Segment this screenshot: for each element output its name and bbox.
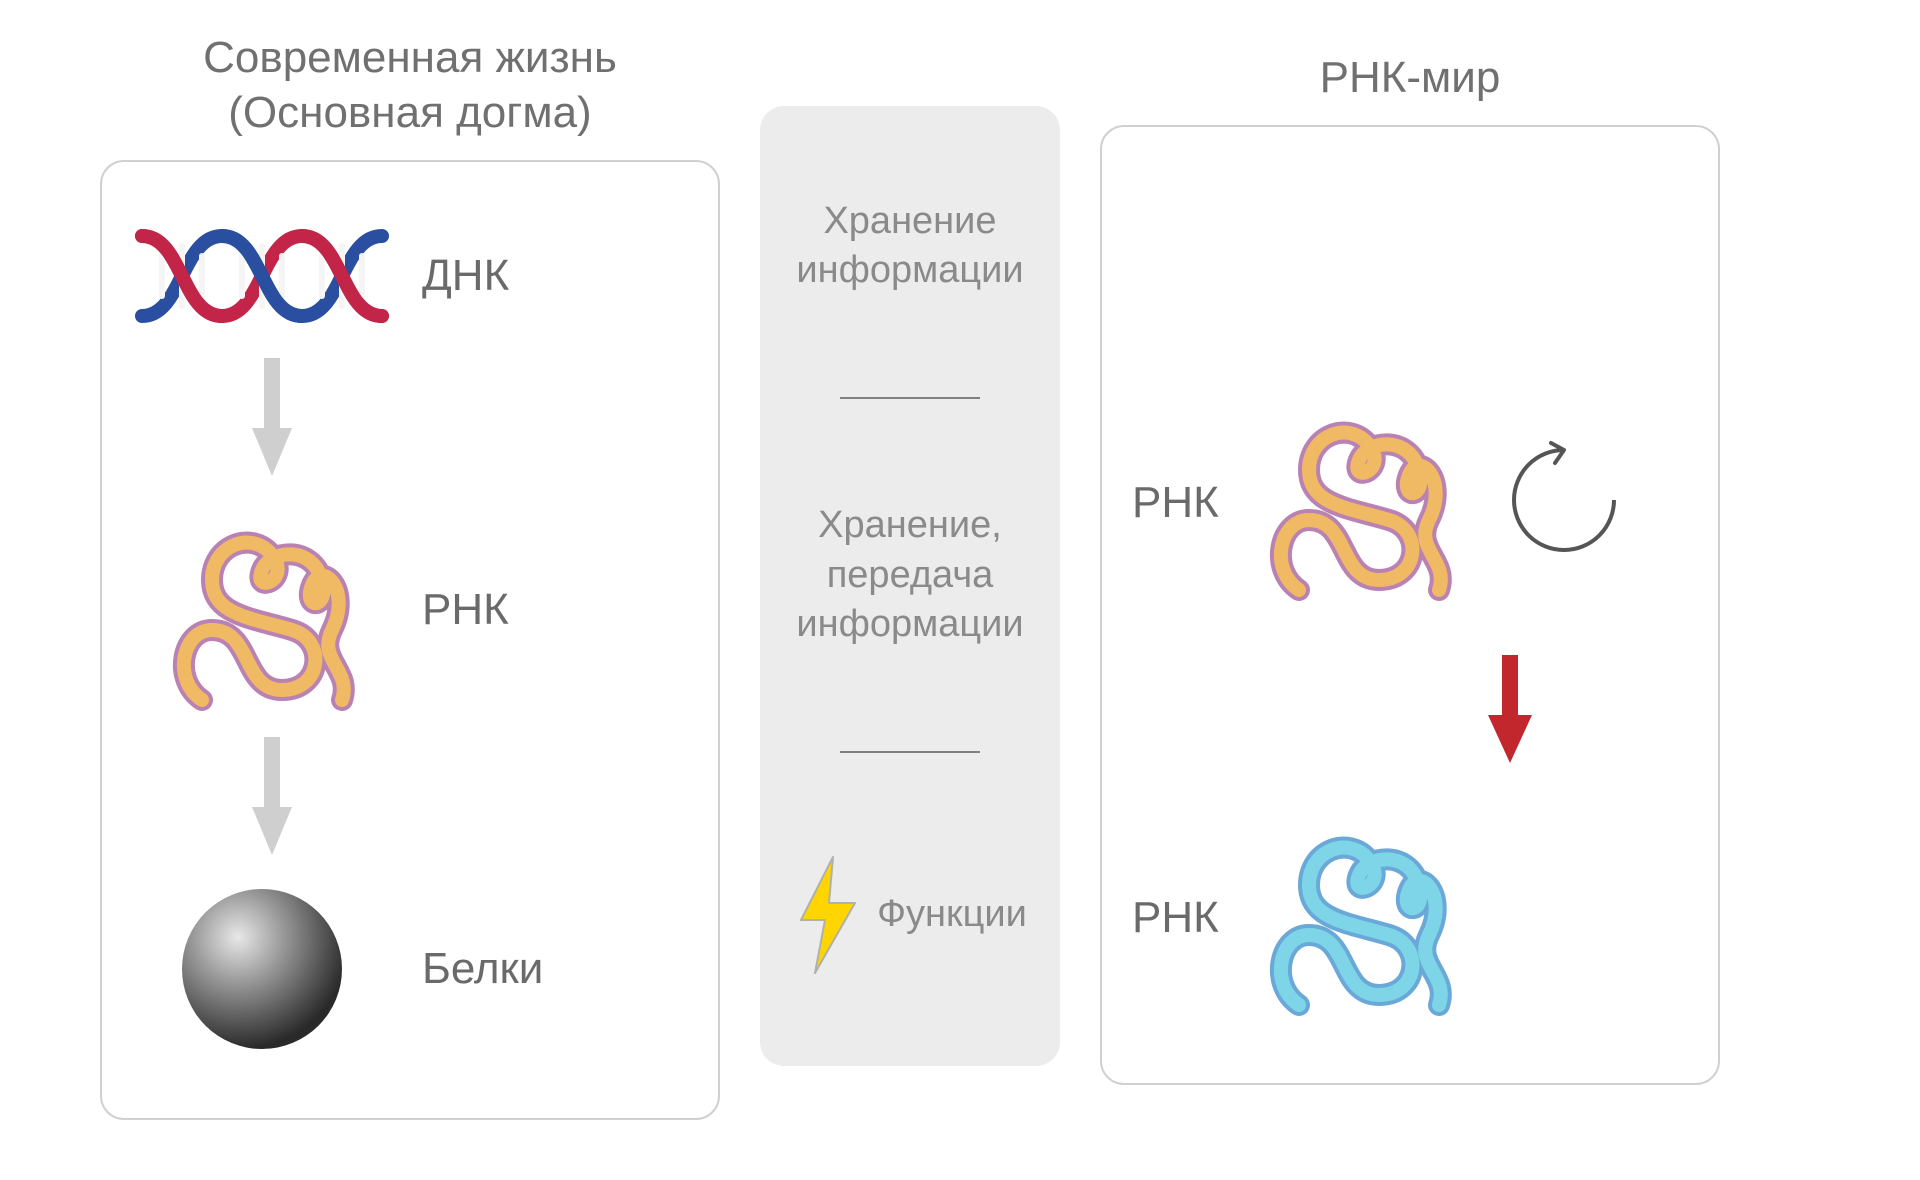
red-arrow [1332,655,1688,765]
center-text-1: Хранение информации [780,197,1040,296]
rna-right-row-2: РНК [1132,805,1688,1030]
center-text-3: Функции [877,890,1027,939]
center-panel: Хранение информации Хранение, передача и… [760,106,1060,1066]
center-row-3: Функции [793,855,1027,975]
left-panel: ДНК РНК [100,160,720,1120]
diagram-container: Современная жизнь (Основная догма) [100,30,1820,1120]
protein-row: Белки [132,879,688,1059]
rna-right-label-2: РНК [1132,893,1219,943]
left-title-line2: (Основная догма) [228,88,591,137]
right-panel: РНК [1100,125,1720,1085]
right-column: РНК-мир РНК [1100,30,1720,1085]
loop-arrow-icon [1499,435,1629,570]
left-title: Современная жизнь (Основная догма) [100,30,720,140]
protein-label: Белки [422,944,543,994]
rna-orange-icon [132,500,392,720]
center-text-2: Хранение, передача информации [780,501,1040,649]
left-column: Современная жизнь (Основная догма) [100,30,720,1120]
rna-row-left: РНК [132,500,688,720]
lightning-icon [793,855,863,975]
dna-icon [132,211,392,341]
protein-icon [132,879,392,1059]
rna-blue-icon [1249,805,1469,1030]
arrow-2 [132,737,688,862]
arrow-1 [132,358,688,483]
divider-2 [840,751,980,753]
rna-orange-icon-right [1249,390,1469,615]
center-column: Хранение информации Хранение, передача и… [760,30,1060,1066]
divider-1 [840,397,980,399]
dna-label: ДНК [422,251,509,301]
rna-right-row-1: РНК [1132,390,1688,615]
rna-label-left: РНК [422,585,509,635]
left-title-line1: Современная жизнь [203,33,617,82]
dna-row: ДНК [132,211,688,341]
right-title: РНК-мир [1100,50,1720,105]
rna-right-label-1: РНК [1132,478,1219,528]
